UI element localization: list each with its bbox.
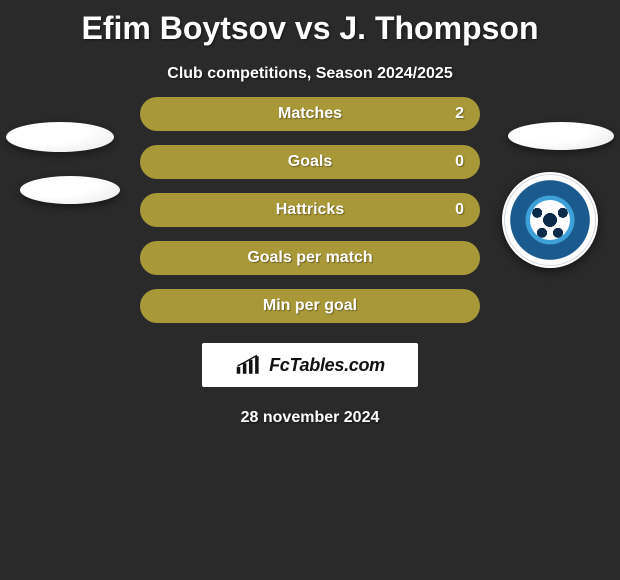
- stat-value-right: 0: [455, 153, 464, 171]
- generated-date: 28 november 2024: [0, 409, 620, 427]
- stat-row-matches: Matches 2: [140, 97, 480, 131]
- stat-row-goals-per-match: Goals per match: [140, 241, 480, 275]
- stat-label: Goals: [288, 153, 332, 171]
- club-badge-right: [502, 172, 598, 268]
- stat-row-goals: Goals 0: [140, 145, 480, 179]
- club-badge-ball-icon: [530, 200, 570, 240]
- brand-text: FcTables.com: [269, 355, 385, 376]
- player-left-silhouette-2: [20, 176, 120, 204]
- player-right-silhouette-1: [508, 122, 614, 150]
- subtitle-season: Club competitions, Season 2024/2025: [0, 65, 620, 83]
- stat-label: Goals per match: [247, 249, 372, 267]
- club-badge-ring: [504, 174, 596, 266]
- stat-value-right: 0: [455, 201, 464, 219]
- brand-attribution[interactable]: FcTables.com: [202, 343, 418, 387]
- stat-label: Hattricks: [276, 201, 344, 219]
- bar-chart-icon: [235, 354, 263, 376]
- stat-row-hattricks: Hattricks 0: [140, 193, 480, 227]
- stat-label: Min per goal: [263, 297, 357, 315]
- stat-label: Matches: [278, 105, 342, 123]
- player-left-silhouette-1: [6, 122, 114, 152]
- page-title: Efim Boytsov vs J. Thompson: [0, 0, 620, 47]
- stat-value-right: 2: [455, 105, 464, 123]
- stat-row-min-per-goal: Min per goal: [140, 289, 480, 323]
